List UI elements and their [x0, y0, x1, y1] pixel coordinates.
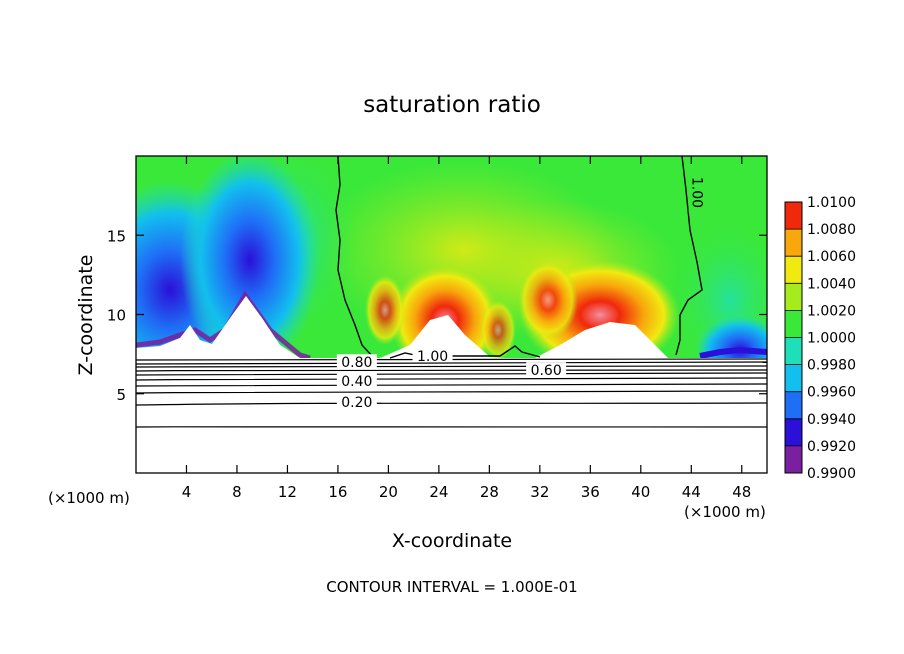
x-unit-right: (×1000 m) [684, 503, 766, 521]
contour-label: 0.40 [341, 374, 372, 390]
x-tick-label: 44 [682, 483, 701, 501]
x-tick-label: 24 [429, 483, 448, 501]
chart-title: saturation ratio [363, 92, 541, 118]
colorbar-swatch [785, 310, 802, 338]
y-axis-label: Z-coordinate [75, 255, 97, 376]
contour-label: 1.00 [417, 349, 448, 365]
y-tick-label: 5 [116, 386, 126, 404]
contour-label: 0.20 [341, 395, 372, 411]
colorbar-label: 0.9920 [807, 439, 856, 455]
colorbar-label: 0.9980 [807, 358, 856, 374]
contour-label-bg [336, 393, 377, 408]
colorbar-swatch [785, 391, 802, 419]
contour-label-bg [688, 172, 707, 213]
y-axis: 5 10 15 [107, 227, 767, 404]
contour-label-bg [412, 347, 453, 362]
x-tick-label: 20 [379, 483, 398, 501]
contour-labels: 1.00 1.00 0.80 0.60 0.40 0.20 [336, 172, 707, 411]
x-unit-left: (×1000 m) [48, 489, 130, 507]
colorbar-label: 0.9900 [807, 466, 856, 482]
contour-label: 1.00 [689, 177, 705, 208]
colorbar-label: 1.0080 [807, 222, 856, 238]
x-axis: 4 8 12 16 20 24 28 32 36 40 44 48 [182, 156, 751, 501]
contour-interval-note: CONTOUR INTERVAL = 1.000E-01 [326, 578, 577, 596]
colorbar-label: 1.0100 [807, 195, 856, 211]
contour-label-bg [526, 362, 567, 377]
colorbar-swatch [785, 202, 802, 230]
x-tick-label: 40 [631, 483, 650, 501]
colorbar-label: 1.0000 [807, 331, 856, 347]
x-tick-label: 48 [732, 483, 751, 501]
colorbar: 1.0100 1.0080 1.0060 1.0040 1.0020 1.0000 0.99… [784, 195, 856, 482]
contour-label: 0.80 [341, 355, 372, 371]
colorbar-label: 0.9940 [807, 412, 856, 428]
contour-label-bg [336, 373, 377, 388]
x-axis-label: X-coordinate [392, 530, 512, 552]
colorbar-swatch [785, 364, 802, 392]
colorbar-label: 1.0040 [807, 276, 856, 292]
colorbar-label: 0.9960 [807, 385, 856, 401]
x-tick-label: 28 [480, 483, 499, 501]
colorbar-swatch [785, 445, 802, 473]
colorbar-swatch [785, 337, 802, 365]
colorbar-label: 1.0020 [807, 303, 856, 319]
x-tick-label: 36 [581, 483, 600, 501]
x-tick-label: 32 [530, 483, 549, 501]
y-tick-label: 10 [107, 307, 126, 325]
colorbar-swatch [785, 283, 802, 311]
x-tick-label: 8 [232, 483, 242, 501]
x-tick-label: 16 [328, 483, 347, 501]
contour-label: 0.60 [531, 363, 562, 379]
colorbar-swatch [785, 418, 802, 446]
colorbar-label: 1.0060 [807, 249, 856, 265]
y-tick-label: 15 [107, 227, 126, 245]
x-tick-label: 12 [278, 483, 297, 501]
colorbar-swatch [785, 256, 802, 284]
heatmap-field [136, 156, 767, 473]
contour-label-bg [336, 354, 377, 369]
colorbar-swatch [785, 229, 802, 257]
x-tick-label: 4 [182, 483, 192, 501]
